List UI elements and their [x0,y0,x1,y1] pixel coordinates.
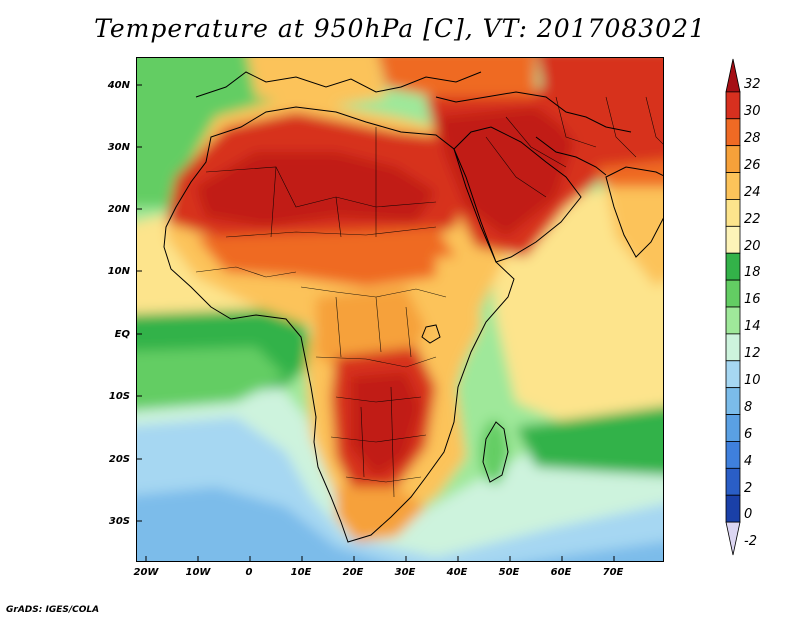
map-frame [136,57,664,562]
coastlines [163,71,664,543]
lat-label-40n: 40N [107,80,130,91]
colorbar-label: 16 [744,292,761,308]
plot-title: Temperature at 950hPa [C], VT: 201708302… [94,14,706,43]
colorbar-swatch [725,467,741,496]
colorbar-swatch [725,252,741,281]
temperature-field [136,57,664,562]
lat-label-10s: 10S [108,391,130,402]
colorbar-swatch [725,333,741,362]
lat-label-30s: 30S [108,516,130,527]
colorbar-label: 2 [744,480,753,496]
colorbar-label: 14 [744,319,761,335]
lat-label-eq: EQ [114,329,130,340]
lon-label-60e: 60E [550,567,572,578]
lon-label-40e: 40E [446,567,468,578]
colorbar-swatch [725,306,741,335]
colorbar [725,57,741,561]
colorbar-swatch [725,414,741,442]
colorbar-swatch [725,387,741,415]
country-borders [195,96,664,498]
lat-label-20n: 20N [107,204,130,215]
lon-label-30e: 30E [394,567,416,578]
colorbar-swatch [725,58,741,93]
credit-text: GrADS: IGES/COLA [6,605,100,615]
colorbar-swatch [725,172,741,200]
colorbar-label: 18 [744,265,761,281]
lon-label-20e: 20E [342,567,364,578]
colorbar-label: 32 [744,77,761,93]
colorbar-swatch [725,225,741,254]
lat-label-30n: 30N [107,142,130,153]
colorbar-swatch [725,91,741,120]
colorbar-label: 10 [744,372,761,388]
lat-label-10n: 10N [107,266,130,277]
temperature-map [136,57,664,562]
colorbar-swatch [725,360,741,389]
colorbar-label: 12 [744,346,761,362]
lon-label-10w: 10W [185,567,211,578]
colorbar-label: -2 [744,534,757,550]
colorbar-swatch [725,199,741,227]
colorbar-label: 0 [744,507,753,523]
colorbar-label: 28 [744,130,761,146]
colorbar-label: 20 [744,238,761,254]
lon-label-0: 0 [245,567,253,578]
colorbar-label: 26 [744,157,761,173]
lon-label-20w: 20W [133,567,159,578]
lon-label-70e: 70E [602,567,624,578]
colorbar-label: 4 [744,453,753,469]
colorbar-swatch [725,145,741,173]
colorbar-swatch [725,494,741,523]
colorbar-label: 22 [744,211,761,227]
colorbar-label: 8 [744,399,753,415]
colorbar-label: 24 [744,184,761,200]
lon-label-50e: 50E [498,567,520,578]
colorbar-swatch [725,118,741,147]
colorbar-label: 30 [744,104,761,120]
lon-label-10e: 10E [290,567,312,578]
colorbar-swatch [725,279,741,308]
map-canvas [136,57,664,562]
colorbar-swatch [725,441,741,469]
colorbar-swatches [725,58,741,556]
colorbar-swatch [725,521,741,556]
lat-label-20s: 20S [108,454,130,465]
colorbar-label: 6 [744,426,753,442]
